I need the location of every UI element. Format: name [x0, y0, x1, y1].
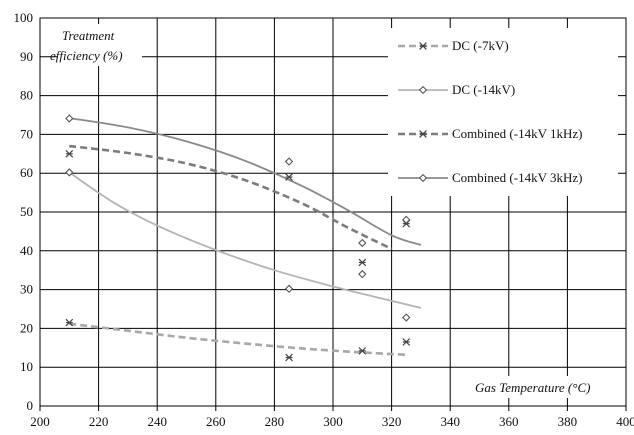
- x-tick-label: 280: [265, 414, 285, 429]
- y-tick-label: 0: [27, 398, 34, 413]
- y-tick-label: 80: [20, 88, 33, 103]
- data-markers: [65, 114, 411, 362]
- x-tick-label: 320: [382, 414, 402, 429]
- series-line: [69, 117, 422, 246]
- x-tick-label: 260: [206, 414, 226, 429]
- legend-marker: [418, 173, 428, 183]
- data-point: [402, 313, 411, 322]
- legend-label: Combined (-14kV 3kHz): [452, 170, 582, 185]
- x-tick-label: 220: [89, 414, 109, 429]
- legend-label: Combined (-14kV 1kHz): [452, 126, 582, 141]
- x-tick-label: 300: [323, 414, 343, 429]
- legend-marker: [419, 42, 427, 50]
- legend-item: Combined (-14kV 1kHz): [398, 126, 582, 141]
- y-tick-label: 70: [20, 126, 33, 141]
- legend-item: DC (-7kV): [398, 38, 509, 53]
- data-point: [402, 215, 411, 224]
- legend-marker: [419, 130, 427, 138]
- y-tick-label: 60: [20, 165, 33, 180]
- legend: DC (-7kV) DC (-14kV) Combined (-14kV 1kHz)…: [398, 38, 582, 185]
- trend-lines: [68, 117, 422, 357]
- y-label-background: [58, 24, 142, 66]
- data-point: [402, 338, 411, 346]
- y-tick-label: 10: [20, 359, 33, 374]
- data-point: [284, 284, 294, 294]
- y-tick-label: 90: [20, 49, 33, 64]
- series-line: [69, 144, 393, 251]
- y-tick-label: 100: [14, 10, 34, 25]
- x-tick-label: 240: [147, 414, 167, 429]
- legend-background: [388, 28, 618, 196]
- legend-marker: [418, 85, 428, 95]
- data-point: [65, 114, 74, 123]
- y-tick-label: 20: [20, 320, 33, 335]
- series-line: [69, 322, 407, 357]
- legend-label: DC (-7kV): [452, 38, 509, 53]
- y-tick-label: 50: [20, 204, 33, 219]
- legend-item: Combined (-14kV 3kHz): [398, 170, 582, 185]
- grid: [39, 17, 627, 411]
- data-point: [65, 168, 74, 177]
- y-tick-label: 30: [20, 282, 33, 297]
- legend-label: DC (-14kV): [452, 82, 515, 97]
- data-point: [285, 353, 293, 362]
- x-tick-label: 360: [499, 414, 519, 429]
- plot-area-border: [39, 17, 627, 407]
- data-point: [358, 347, 367, 355]
- series-line: [68, 171, 422, 309]
- data-point: [284, 157, 294, 166]
- x-axis-title: Gas Temperature (°C): [475, 380, 590, 395]
- y-axis-title-line-1: Treatment: [62, 28, 115, 43]
- x-tick-label: 380: [558, 414, 578, 429]
- data-point: [65, 149, 74, 158]
- data-point: [358, 269, 367, 279]
- legend-box: [388, 28, 618, 196]
- x-tick-label: 200: [30, 414, 50, 429]
- data-point: [358, 238, 367, 248]
- data-point: [358, 258, 367, 267]
- x-label-background: [468, 376, 618, 398]
- tick-labels: 0 10 20 30 40 50 60 70 80 90 100 200 220 240 260 280 300…: [14, 10, 634, 429]
- x-tick-label: 340: [440, 414, 460, 429]
- legend-item: DC (-14kV): [398, 82, 515, 97]
- data-point: [65, 318, 74, 327]
- x-tick-label: 400: [616, 414, 634, 429]
- data-point: [285, 173, 293, 181]
- y-axis-title-line-2: efficiency (%): [50, 48, 123, 63]
- y-tick-label: 40: [20, 243, 33, 258]
